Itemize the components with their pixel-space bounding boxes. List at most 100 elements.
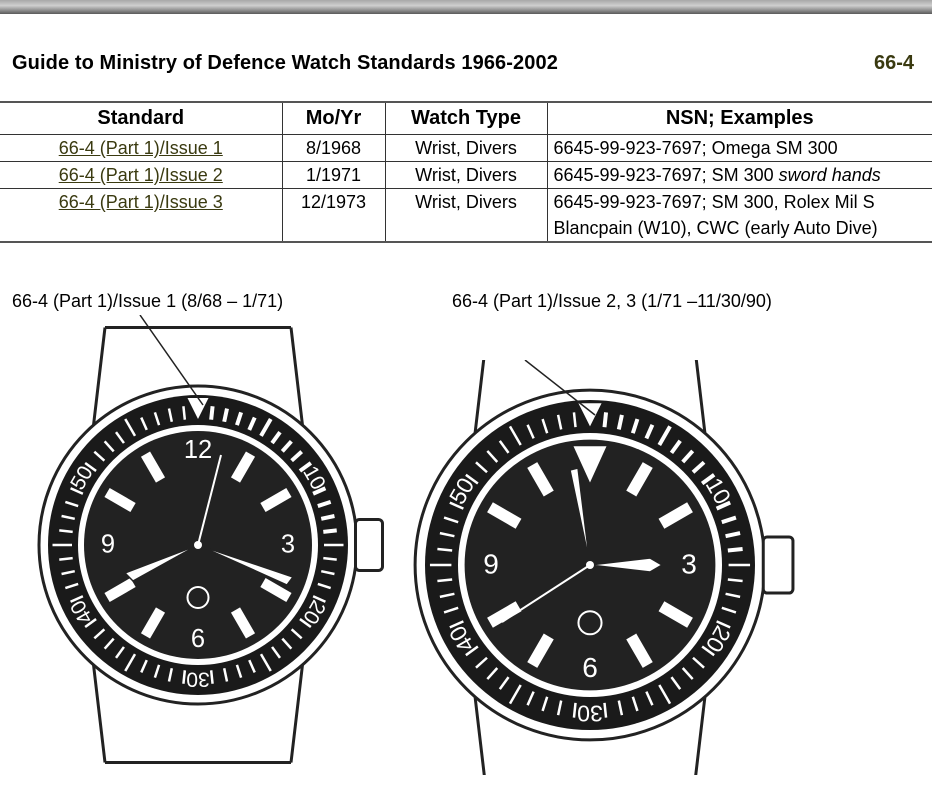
bezel-tick [182, 406, 187, 420]
hour-marker [140, 607, 166, 639]
bezel-tick [298, 461, 313, 473]
bezel-tick [84, 618, 97, 629]
nsn-text: 6645-99-923-7697; Omega SM 300 [553, 138, 838, 158]
bezel-tick [658, 684, 672, 705]
hour-marker [626, 462, 653, 497]
standards-table: Standard Mo/Yr Watch Type NSN; Examples … [0, 101, 932, 243]
bezel-tick [323, 556, 337, 561]
bezel-tick [248, 659, 256, 673]
col-nsn: NSN; Examples [546, 101, 932, 135]
hour-marker [626, 633, 653, 668]
bezel-tick [320, 514, 335, 521]
moyr-cell: 1/1971 [281, 161, 386, 189]
table-header-row: Standard Mo/Yr Watch Type NSN; Examples [0, 101, 932, 135]
bezel-tick [437, 547, 453, 552]
case-lugs [469, 360, 711, 775]
bezel-tick [317, 582, 332, 590]
broad-arrow-circle [577, 610, 603, 636]
bezel-tick [443, 606, 459, 614]
bezel-tick [320, 569, 335, 576]
bezel-tick [700, 473, 716, 486]
callout-line [139, 315, 204, 406]
bezel-tick [526, 691, 535, 706]
bezel-tick [715, 500, 731, 511]
bezel-tick [103, 440, 115, 453]
broad-arrow-circle [186, 586, 210, 609]
bezel-tick [439, 592, 455, 599]
bezel-tick [449, 501, 464, 510]
bezel-tick [140, 417, 148, 431]
nsn-cell: 6645-99-923-7697; SM 300, Rolex Mil S Bla… [546, 188, 932, 243]
bezel-tick [644, 424, 655, 440]
twelve-triangle [573, 446, 607, 483]
bezel-triangle [578, 403, 602, 427]
bezel-tick [280, 439, 293, 453]
bezel-tick [657, 425, 672, 446]
bezel-tick [498, 440, 510, 454]
bezel-tick [721, 606, 737, 614]
bezel-tick [439, 531, 455, 538]
nsn-cell: 6645-99-923-7697; SM 300 sword hands [546, 161, 932, 189]
dial-numeral: 9 [483, 548, 499, 579]
bezel-tick [153, 664, 161, 679]
bezel-tick [498, 676, 510, 690]
standard-link[interactable]: 66-4 (Part 1)/Issue 1 [58, 138, 223, 158]
callout-line [524, 360, 596, 416]
bezel-tick [630, 418, 640, 434]
bezel-tick [486, 667, 499, 680]
bezel-tick [153, 411, 161, 426]
bezel-tick [114, 431, 125, 444]
hour-marker [230, 607, 256, 639]
standard-link[interactable]: 66-4 (Part 1)/Issue 3 [58, 192, 223, 212]
type-cell: Wrist, Divers [384, 188, 548, 243]
bezel-tick [437, 578, 453, 583]
bezel-tick [103, 637, 115, 650]
moyr-cell: 12/1973 [281, 188, 386, 243]
bezel-tick [727, 546, 743, 553]
nsn-cell: 6645-99-923-7697; Omega SM 300 [546, 134, 932, 162]
bezel-tick [727, 578, 743, 583]
bezel-tick [70, 487, 84, 495]
bezel-tick [84, 461, 97, 472]
bezel-tick [670, 676, 682, 690]
bezel-tick [317, 499, 332, 508]
bezel-tick [556, 414, 563, 430]
bezel-tick [222, 408, 229, 423]
bezel-tick [617, 700, 624, 716]
bezel-tick [681, 667, 694, 680]
dial-numeral: 6 [582, 652, 598, 683]
nsn-italic: sword hands [778, 165, 881, 185]
nsn-text: 6645-99-923-7697; SM 300 [553, 165, 779, 185]
hour-marker [658, 601, 693, 628]
bezel-tick [631, 696, 639, 712]
hour-marker [230, 451, 256, 483]
bezel-numeral: 30 [577, 700, 603, 726]
col-standard: Standard [0, 101, 283, 135]
table-row: 66-4 (Part 1)/Issue 1 8/1968 Wrist, Dive… [0, 134, 932, 162]
crown [761, 535, 795, 595]
nsn-text: 6645-99-923-7697; SM 300, Rolex Mil S [553, 192, 875, 212]
figure-caption-1: 66-4 (Part 1)/Issue 1 (8/68 – 1/71) [12, 291, 284, 311]
bezel-tick [323, 528, 337, 534]
minute-hand [197, 544, 295, 586]
hour-marker [527, 633, 554, 668]
hand-pivot [586, 561, 594, 569]
bezel-tick [616, 414, 624, 430]
standard-link[interactable]: 66-4 (Part 1)/Issue 2 [58, 165, 223, 185]
bezel-tick [541, 418, 549, 434]
bezel-tick [701, 645, 715, 657]
table-row: 66-4 (Part 1)/Issue 2 1/1971 Wrist, Dive… [0, 161, 932, 189]
window-top-bar [0, 0, 932, 14]
bezel-tick [235, 664, 243, 679]
bezel-tick [93, 628, 106, 640]
hand-pivot [194, 541, 202, 549]
bezel-tick [209, 406, 215, 420]
bezel-triangle [187, 398, 209, 419]
bezel-tick [669, 439, 682, 455]
hour-marker [260, 577, 292, 603]
bezel-tick [281, 637, 293, 650]
minute-hand [569, 467, 591, 566]
bezel-tick [572, 412, 577, 428]
bezel-tick [93, 450, 106, 462]
